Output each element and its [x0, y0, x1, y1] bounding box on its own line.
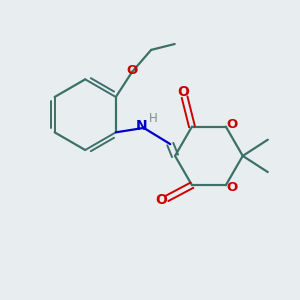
- Text: O: O: [156, 193, 168, 207]
- Text: N: N: [136, 118, 147, 133]
- Text: O: O: [126, 64, 138, 77]
- Text: H: H: [149, 112, 158, 125]
- Text: O: O: [227, 181, 238, 194]
- Text: O: O: [227, 118, 238, 131]
- Text: O: O: [177, 85, 189, 99]
